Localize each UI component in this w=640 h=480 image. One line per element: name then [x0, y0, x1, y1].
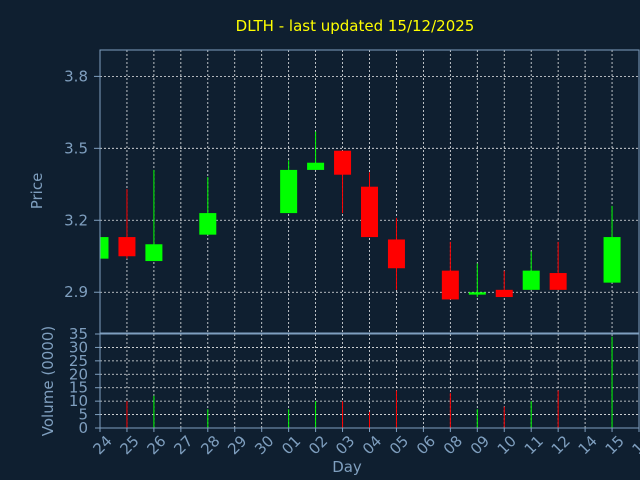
candle-body: [522, 270, 540, 290]
volume-tick-label: 0: [78, 419, 88, 437]
candle-body: [468, 292, 486, 295]
x-axis-label: Day: [332, 458, 362, 476]
volume-series: [126, 336, 613, 428]
price-tick-label: 3.5: [64, 139, 88, 157]
volume-tick-label: 35: [69, 325, 88, 343]
volume-tick-label: 10: [69, 392, 88, 410]
chart-title: DLTH - last updated 15/12/2025: [236, 17, 475, 35]
price-tick-label: 2.9: [64, 283, 88, 301]
candle-body: [603, 237, 621, 283]
volume-tick-label: 25: [69, 352, 88, 370]
candlestick-series: [99, 131, 621, 300]
volume-tick-label: 20: [69, 365, 88, 383]
price-y-ticks: 2.9 3.2 3.5 3.8: [64, 67, 100, 301]
candle-body: [145, 244, 163, 262]
x-tick-label: 16: [629, 432, 640, 458]
candle-body: [100, 237, 109, 259]
candle-body: [441, 270, 459, 300]
price-tick-label: 3.2: [64, 211, 88, 229]
candle-body: [361, 186, 378, 238]
volume-axis-label: Volume (0000): [39, 326, 57, 436]
volume-tick-label: 5: [78, 406, 88, 424]
price-plot-frame: [99, 49, 640, 334]
candle-body: [280, 169, 298, 214]
volume-grid: [100, 334, 639, 428]
candle-body: [387, 239, 405, 269]
volume-tick-label: 15: [69, 379, 88, 397]
candle-body: [307, 162, 325, 170]
candle-body: [549, 273, 567, 290]
volume-tick-label: 30: [69, 338, 88, 356]
candle-body: [495, 289, 513, 298]
price-tick-label: 3.8: [64, 67, 88, 85]
price-axis-label: Price: [28, 173, 46, 210]
candle-body: [199, 213, 217, 235]
candle-body: [334, 150, 352, 175]
candle-body: [118, 237, 136, 257]
